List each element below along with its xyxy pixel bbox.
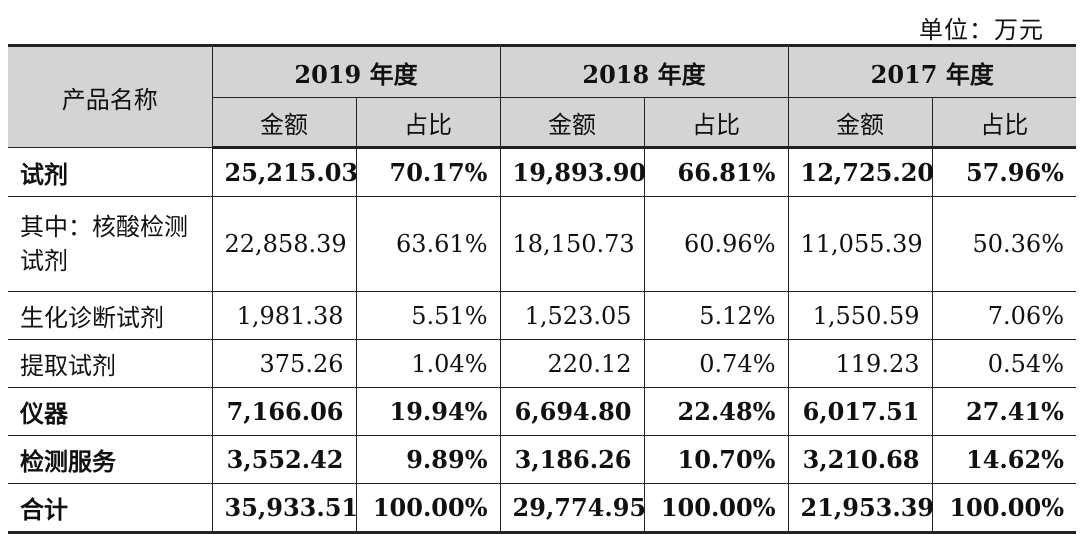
- header-year-2019: 2019 年度: [211, 45, 501, 98]
- revenue-table: 产品名称 2019 年度 2018 年度 2017 年度 金额 占比 金额 占比…: [8, 44, 1076, 534]
- cell-ratio: 100.00%: [643, 483, 789, 533]
- cell-amount: 220.12: [499, 339, 645, 388]
- cell-ratio: 100.00%: [355, 483, 501, 533]
- row-product-name: 检测服务: [8, 435, 213, 484]
- cell-amount: 25,215.03: [211, 147, 358, 197]
- cell-ratio: 66.81%: [643, 147, 789, 197]
- cell-amount: 12,725.20: [787, 147, 934, 197]
- header-year-2018: 2018 年度: [499, 45, 789, 98]
- cell-amount: 119.23: [787, 339, 933, 388]
- cell-ratio: 70.17%: [355, 147, 501, 197]
- row-product-name: 试剂: [8, 147, 213, 197]
- cell-ratio: 7.06%: [931, 291, 1076, 340]
- header-ratio: 占比: [931, 97, 1076, 149]
- row-product-name: 合计: [8, 483, 213, 533]
- cell-ratio: 5.12%: [643, 291, 789, 340]
- cell-amount: 1,981.38: [211, 291, 357, 340]
- cell-amount: 3,210.68: [787, 435, 933, 484]
- cell-ratio: 10.70%: [643, 435, 789, 484]
- cell-ratio: 0.54%: [931, 339, 1076, 388]
- cell-amount: 21,953.39: [787, 483, 934, 533]
- cell-ratio: 9.89%: [355, 435, 501, 484]
- cell-ratio: 57.96%: [931, 147, 1076, 197]
- cell-amount: 3,552.42: [211, 435, 357, 484]
- cell-ratio: 1.04%: [355, 339, 501, 388]
- table-header: 产品名称 2019 年度 2018 年度 2017 年度 金额 占比 金额 占比…: [8, 45, 1076, 149]
- cell-amount: 6,694.80: [499, 387, 645, 436]
- row-product-name: 仪器: [8, 387, 213, 436]
- table-row: 其中：核酸检测试剂 22,858.39 63.61% 18,150.73 60.96% 1…: [8, 196, 1076, 292]
- table-row: 试剂 25,215.03 70.17% 19,893.90 66.81% 12,725.2…: [8, 147, 1076, 197]
- header-amount: 金额: [787, 97, 933, 149]
- header-amount: 金额: [499, 97, 645, 149]
- cell-amount: 1,550.59: [787, 291, 933, 340]
- cell-amount: 6,017.51: [787, 387, 933, 436]
- row-product-name: 生化诊断试剂: [8, 291, 213, 340]
- cell-amount: 375.26: [211, 339, 357, 388]
- cell-ratio: 19.94%: [355, 387, 501, 436]
- cell-ratio: 50.36%: [931, 196, 1076, 292]
- cell-ratio: 5.51%: [355, 291, 501, 340]
- header-amount: 金额: [212, 97, 357, 149]
- cell-ratio: 22.48%: [643, 387, 789, 436]
- cell-ratio: 0.74%: [643, 339, 789, 388]
- header-year-2017: 2017 年度: [787, 45, 1076, 98]
- header-ratio: 占比: [355, 97, 501, 149]
- table-row: 生化诊断试剂 1,981.38 5.51% 1,523.05 5.12% 1,550.59…: [8, 291, 1076, 340]
- cell-ratio: 60.96%: [643, 196, 789, 292]
- row-product-name: 提取试剂: [8, 339, 213, 388]
- cell-amount: 1,523.05: [499, 291, 645, 340]
- unit-label: 单位：万元: [919, 16, 1044, 44]
- header-ratio: 占比: [643, 97, 789, 149]
- table-row: 检测服务 3,552.42 9.89% 3,186.26 10.70% 3,210.68 1…: [8, 435, 1076, 484]
- cell-ratio: 14.62%: [931, 435, 1076, 484]
- cell-amount: 11,055.39: [787, 196, 933, 292]
- cell-amount: 35,933.51: [211, 483, 358, 533]
- cell-amount: 22,858.39: [211, 196, 357, 292]
- cell-amount: 19,893.90: [499, 147, 646, 197]
- cell-amount: 3,186.26: [499, 435, 645, 484]
- cell-amount: 7,166.06: [211, 387, 357, 436]
- table-row: 仪器 7,166.06 19.94% 6,694.80 22.48% 6,017.51 27…: [8, 387, 1076, 436]
- header-product-name: 产品名称: [8, 45, 213, 148]
- cell-ratio: 27.41%: [931, 387, 1076, 436]
- cell-amount: 29,774.95: [499, 483, 646, 533]
- cell-amount: 18,150.73: [499, 196, 645, 292]
- table-body: 试剂 25,215.03 70.17% 19,893.90 66.81% 12,725.2…: [8, 147, 1076, 533]
- table-row: 提取试剂 375.26 1.04% 220.12 0.74% 119.23 0.54%: [8, 339, 1076, 388]
- cell-ratio: 63.61%: [355, 196, 501, 292]
- row-product-name: 其中：核酸检测试剂: [8, 196, 213, 292]
- table-row: 合计 35,933.51 100.00% 29,774.95 100.00% 21,953…: [8, 483, 1076, 533]
- cell-ratio: 100.00%: [931, 483, 1076, 533]
